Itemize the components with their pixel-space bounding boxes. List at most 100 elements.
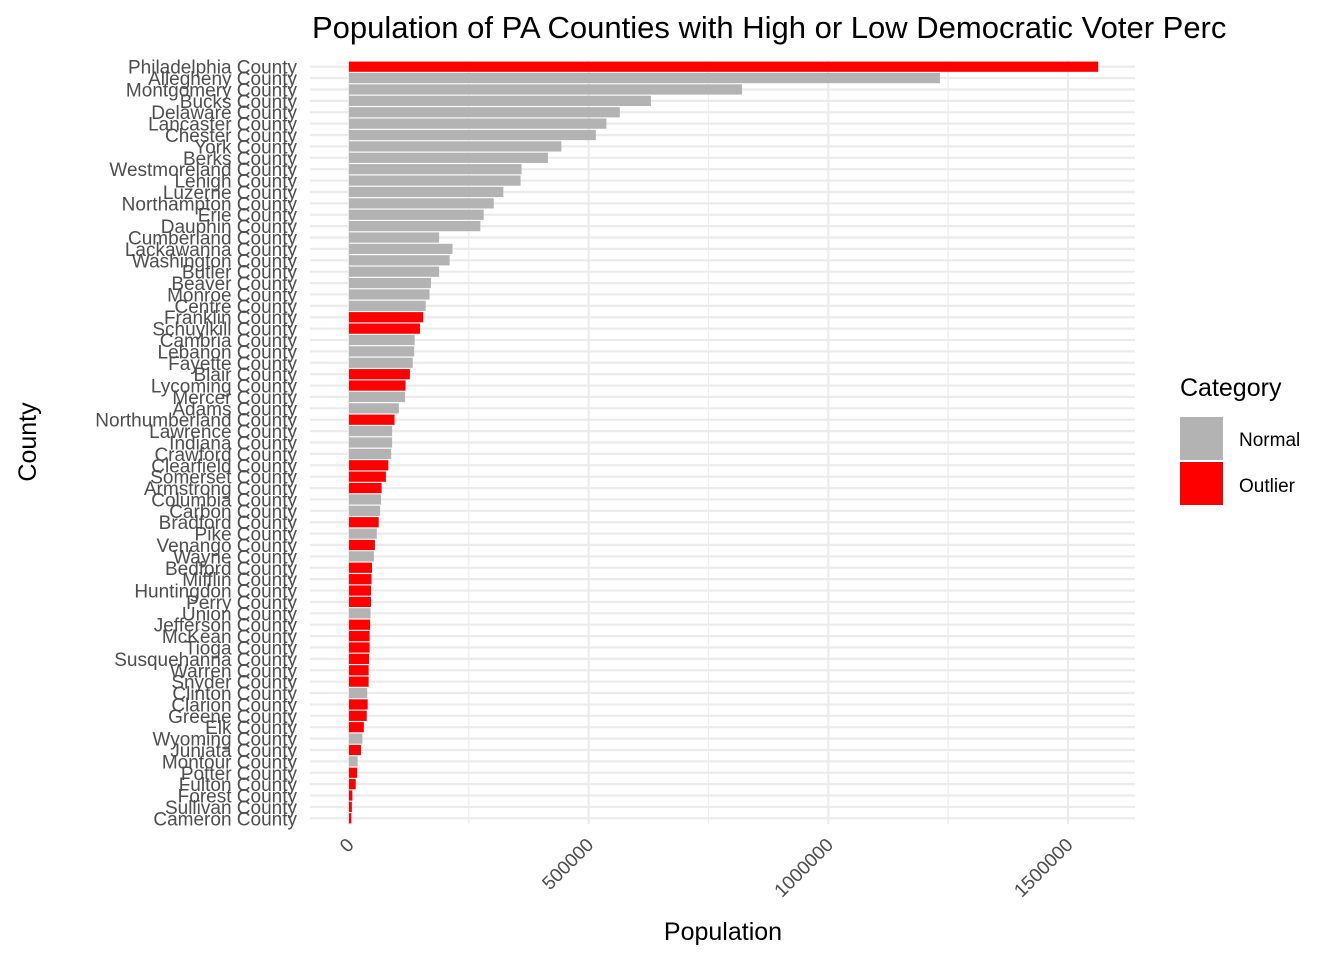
bar bbox=[349, 722, 364, 733]
bar bbox=[349, 232, 440, 243]
y-tick-label: Greene County bbox=[168, 707, 297, 728]
bar bbox=[349, 312, 424, 323]
bar bbox=[349, 266, 440, 277]
y-tick-label: Lackawanna County bbox=[125, 240, 298, 261]
y-tick-label: Sullivan County bbox=[165, 798, 298, 819]
bar bbox=[349, 608, 371, 619]
x-axis-title: Population bbox=[664, 918, 782, 946]
y-tick-label: Somerset County bbox=[150, 468, 297, 489]
bar bbox=[349, 642, 370, 653]
y-tick-label: Northampton County bbox=[122, 194, 298, 215]
y-tick-label: Union County bbox=[182, 604, 298, 625]
y-tick-label: Erie County bbox=[198, 206, 298, 227]
bar bbox=[349, 562, 373, 573]
y-tick-label: Potter County bbox=[181, 764, 298, 785]
bar bbox=[349, 460, 389, 471]
y-tick-label: Bradford County bbox=[159, 513, 298, 534]
bar bbox=[349, 539, 375, 551]
bar bbox=[349, 653, 370, 664]
bar bbox=[349, 198, 494, 209]
y-tick-label: Susquehanna County bbox=[114, 650, 297, 671]
y-tick-label: Cumberland County bbox=[128, 229, 297, 250]
y-tick-label: Dauphin County bbox=[161, 217, 298, 238]
y-tick-label: Huntingdon County bbox=[134, 582, 297, 603]
y-tick-label: Armstrong County bbox=[144, 479, 298, 500]
y-tick-label: Clarion County bbox=[171, 695, 297, 716]
bar bbox=[349, 209, 484, 220]
y-tick-label: Blair County bbox=[194, 365, 298, 386]
y-tick-label: Montgomery County bbox=[126, 80, 298, 101]
y-tick-label: Monroe County bbox=[167, 285, 297, 306]
y-tick-label: Schuylkill County bbox=[152, 320, 297, 341]
y-tick-label: Lycoming County bbox=[151, 377, 298, 398]
bar bbox=[349, 710, 367, 721]
bar bbox=[349, 596, 372, 608]
bar bbox=[349, 118, 607, 129]
y-tick-label: Chester County bbox=[165, 126, 298, 147]
bar bbox=[349, 790, 353, 801]
x-tick-label: 1500000 bbox=[1010, 835, 1077, 902]
bar bbox=[349, 346, 415, 357]
y-tick-label: Forest County bbox=[178, 787, 298, 808]
legend-swatch-outlier bbox=[1180, 462, 1223, 505]
bar bbox=[349, 665, 369, 676]
y-tick-label: Berks County bbox=[183, 149, 298, 170]
y-tick-label: Luzerne County bbox=[163, 183, 298, 204]
y-tick-label: Lebanon County bbox=[158, 342, 298, 363]
bar bbox=[349, 391, 406, 403]
y-tick-label: Warren County bbox=[170, 661, 298, 682]
y-tick-label: Clinton County bbox=[172, 684, 297, 705]
y-tick-label: Butler County bbox=[182, 263, 298, 284]
bar bbox=[349, 323, 420, 334]
y-tick-label: Allegheny County bbox=[148, 69, 297, 90]
y-tick-label: Wyoming County bbox=[153, 730, 298, 751]
bar bbox=[349, 369, 410, 380]
y-axis-title: County bbox=[14, 402, 42, 482]
y-tick-label: Perry County bbox=[186, 593, 297, 614]
bar bbox=[349, 813, 352, 824]
bar bbox=[349, 152, 548, 163]
y-tick-label: Carbon County bbox=[169, 502, 297, 523]
bar bbox=[349, 699, 368, 710]
bar bbox=[349, 505, 381, 516]
y-tick-label: Crawford County bbox=[154, 445, 297, 466]
y-tick-label: Fayette County bbox=[168, 354, 297, 375]
bar bbox=[349, 72, 941, 84]
bar bbox=[349, 380, 406, 391]
legend-swatch-normal bbox=[1180, 417, 1223, 460]
bar bbox=[349, 448, 392, 460]
y-tick-label: Elk County bbox=[205, 718, 297, 739]
x-tick-label: 1000000 bbox=[771, 835, 838, 902]
y-tick-label: Fulton County bbox=[179, 775, 298, 796]
bar bbox=[349, 630, 370, 642]
bar bbox=[349, 619, 371, 630]
bar bbox=[349, 84, 743, 95]
y-tick-label: Montour County bbox=[162, 752, 298, 773]
bar bbox=[349, 551, 374, 562]
y-tick-label: Bucks County bbox=[180, 92, 298, 113]
y-tick-label: Pike County bbox=[195, 525, 298, 546]
x-tick-label: 0 bbox=[336, 835, 358, 857]
bar bbox=[349, 756, 358, 767]
y-tick-label: Delaware County bbox=[151, 103, 297, 124]
bar bbox=[349, 357, 413, 368]
bar bbox=[349, 129, 596, 141]
bar bbox=[349, 425, 393, 437]
y-tick-label: Cameron County bbox=[153, 809, 297, 830]
legend-title: Category bbox=[1180, 374, 1282, 402]
bar bbox=[349, 801, 352, 813]
bar bbox=[349, 528, 377, 539]
y-tick-label: Philadelphia County bbox=[128, 58, 298, 79]
bar bbox=[349, 277, 431, 289]
y-tick-label: Mercer County bbox=[172, 388, 297, 409]
y-tick-label: Jefferson County bbox=[154, 616, 298, 637]
y-tick-label: Adams County bbox=[172, 399, 297, 420]
y-tick-label: Westmoreland County bbox=[109, 160, 297, 181]
bar bbox=[349, 107, 620, 118]
y-tick-label: Lancaster County bbox=[148, 115, 297, 136]
bar bbox=[349, 175, 521, 186]
bar bbox=[349, 744, 361, 756]
bar bbox=[349, 221, 481, 232]
bar bbox=[349, 574, 372, 585]
